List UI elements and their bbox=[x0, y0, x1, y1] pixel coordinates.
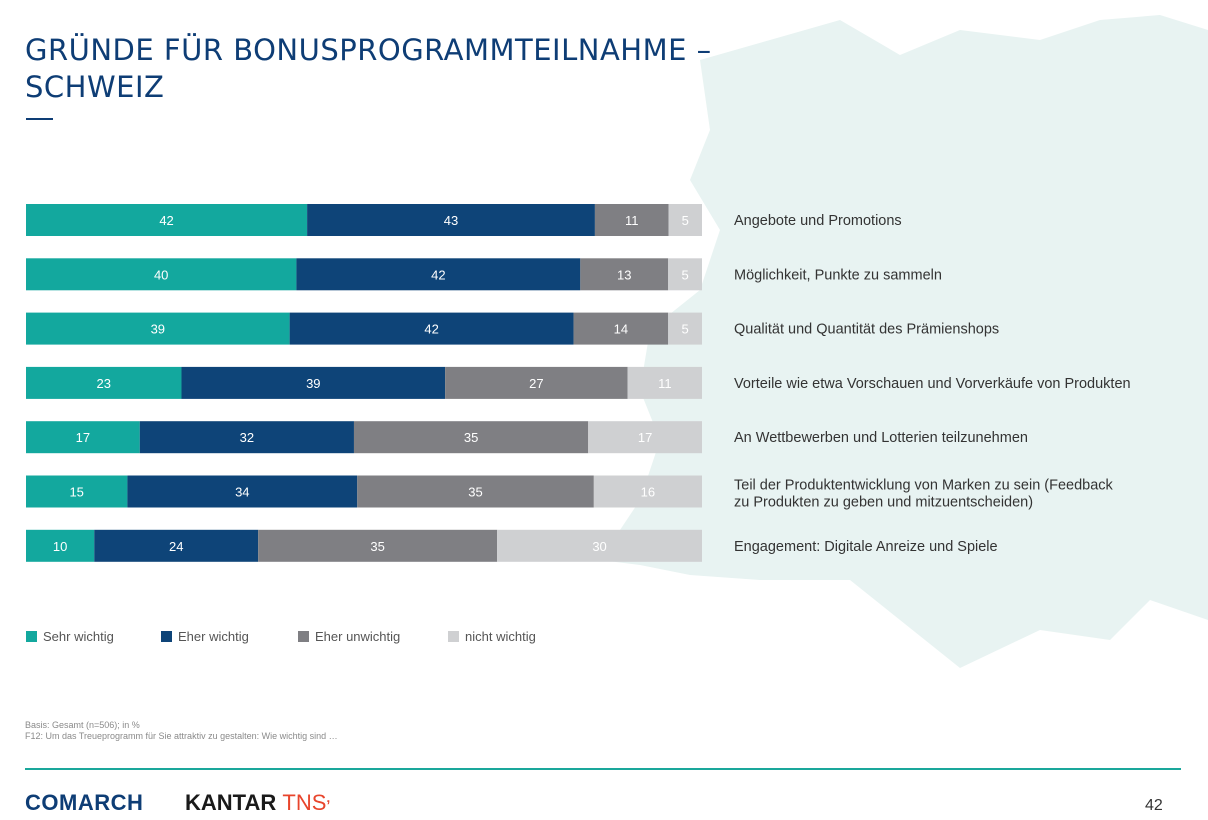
title-underline bbox=[26, 118, 53, 120]
bar-segment-eher-unwichtig bbox=[573, 312, 669, 345]
data-label: 17 bbox=[76, 430, 90, 445]
legend-swatch-sehr-wichtig bbox=[26, 631, 37, 642]
bar-segment-nicht-wichtig bbox=[627, 366, 702, 399]
bar-segment-sehr-wichtig bbox=[26, 366, 182, 399]
legend-swatch-nicht-wichtig bbox=[448, 631, 459, 642]
bar-segment-sehr-wichtig bbox=[26, 475, 128, 508]
data-label: 5 bbox=[682, 213, 689, 228]
data-label: 27 bbox=[529, 376, 543, 391]
bar-segment-nicht-wichtig bbox=[588, 421, 702, 454]
bar-segment-eher-unwichtig bbox=[594, 204, 669, 236]
bar-segment-sehr-wichtig bbox=[26, 421, 140, 454]
legend-label: Eher wichtig bbox=[178, 629, 249, 644]
bar-segment-nicht-wichtig bbox=[593, 475, 702, 508]
bar-segment-eher-wichtig bbox=[181, 366, 446, 399]
legend-label: Eher unwichtig bbox=[315, 629, 401, 644]
legend-swatch-eher-unwichtig bbox=[298, 631, 309, 642]
data-label: 13 bbox=[617, 267, 631, 282]
bar-segment-sehr-wichtig bbox=[26, 204, 308, 236]
bar-segment-eher-wichtig bbox=[94, 529, 259, 562]
bar-segment-eher-wichtig bbox=[139, 421, 354, 454]
data-label: 32 bbox=[240, 430, 254, 445]
footer-divider bbox=[25, 768, 1181, 770]
data-label: 42 bbox=[424, 322, 438, 337]
category-label: Teil der Produktentwicklung von Marken z… bbox=[734, 478, 1114, 494]
legend-label: Sehr wichtig bbox=[43, 629, 114, 644]
category-label: Möglichkeit, Punkte zu sammeln bbox=[734, 267, 942, 283]
bar-segment-eher-wichtig bbox=[307, 204, 595, 236]
bar-segment-eher-wichtig bbox=[127, 475, 358, 508]
stacked-bar-chart: 42 43 11 5 Angebote und Promotions 40 42 13 5 Mög… bbox=[26, 204, 1131, 562]
page-number: 42 bbox=[1145, 797, 1163, 814]
bar-segment-eher-unwichtig bbox=[445, 366, 628, 399]
data-label: 11 bbox=[625, 213, 639, 228]
bar-segment-sehr-wichtig bbox=[26, 258, 297, 291]
data-label: 11 bbox=[658, 376, 672, 391]
basis-line: Basis: Gesamt (n=506); in % bbox=[25, 720, 140, 730]
data-label: 15 bbox=[69, 485, 83, 500]
legend-item-eher-wichtig: Eher wichtig bbox=[161, 629, 298, 644]
bar-segment-nicht-wichtig bbox=[668, 312, 702, 345]
data-label: 35 bbox=[370, 539, 384, 554]
data-label: 42 bbox=[431, 267, 445, 282]
kantar-tns-logo: KANTAR TNSʼ bbox=[185, 790, 330, 816]
data-label: 39 bbox=[306, 376, 320, 391]
data-label: 23 bbox=[97, 376, 111, 391]
bar-segment-nicht-wichtig bbox=[497, 529, 702, 562]
chart-legend: Sehr wichtig Eher wichtig Eher unwichtig… bbox=[26, 629, 578, 644]
data-label: 24 bbox=[169, 539, 183, 554]
bar-segment-eher-unwichtig bbox=[258, 529, 498, 562]
legend-item-sehr-wichtig: Sehr wichtig bbox=[26, 629, 161, 644]
bar-segment-sehr-wichtig bbox=[26, 312, 290, 345]
comarch-logo: COMARCH bbox=[25, 790, 144, 815]
tns-logo-text: TNS bbox=[282, 790, 327, 815]
bar-segment-nicht-wichtig bbox=[668, 204, 702, 236]
data-label: 40 bbox=[154, 267, 168, 282]
category-label: Engagement: Digitale Anreize und Spiele bbox=[734, 539, 998, 555]
legend-item-eher-unwichtig: Eher unwichtig bbox=[298, 629, 448, 644]
data-label: 17 bbox=[638, 430, 652, 445]
legend-item-nicht-wichtig: nicht wichtig bbox=[448, 629, 578, 644]
tns-mark-icon: ʼ bbox=[326, 797, 331, 813]
source-note: Basis: Gesamt (n=506); in % F12: Um das … bbox=[25, 720, 338, 742]
page-title: GRÜNDE FÜR BONUSPROGRAMMTEILNAHME – SCHW… bbox=[25, 33, 712, 104]
data-label: 35 bbox=[468, 485, 482, 500]
data-label: 14 bbox=[614, 322, 628, 337]
bar-segment-eher-unwichtig bbox=[580, 258, 669, 291]
data-label: 10 bbox=[53, 539, 67, 554]
data-label: 35 bbox=[464, 430, 478, 445]
data-label: 30 bbox=[592, 539, 606, 554]
bar-segment-sehr-wichtig bbox=[26, 529, 95, 562]
bar-segment-eher-unwichtig bbox=[353, 421, 589, 454]
data-label: 42 bbox=[159, 213, 173, 228]
question-line: F12: Um das Treueprogramm für Sie attrak… bbox=[25, 731, 338, 741]
category-label: zu Produkten zu geben und mitzuentscheid… bbox=[734, 495, 1033, 511]
category-label: An Wettbewerben und Lotterien teilzunehm… bbox=[734, 430, 1028, 446]
data-label: 16 bbox=[641, 485, 655, 500]
category-label: Qualität und Quantität des Prämienshops bbox=[734, 322, 999, 338]
bar-segment-eher-wichtig bbox=[296, 258, 581, 291]
bar-segment-eher-unwichtig bbox=[357, 475, 594, 508]
data-label: 34 bbox=[235, 485, 249, 500]
bar-segment-nicht-wichtig bbox=[668, 258, 702, 291]
data-label: 39 bbox=[151, 322, 165, 337]
legend-swatch-eher-wichtig bbox=[161, 631, 172, 642]
data-label: 43 bbox=[444, 213, 458, 228]
category-label: Vorteile wie etwa Vorschauen und Vorverk… bbox=[734, 376, 1131, 392]
bar-segment-eher-wichtig bbox=[289, 312, 574, 345]
legend-label: nicht wichtig bbox=[465, 629, 536, 644]
kantar-logo-text: KANTAR bbox=[185, 790, 277, 815]
data-label: 5 bbox=[681, 322, 688, 337]
data-label: 5 bbox=[681, 267, 688, 282]
category-label: Angebote und Promotions bbox=[734, 213, 902, 229]
